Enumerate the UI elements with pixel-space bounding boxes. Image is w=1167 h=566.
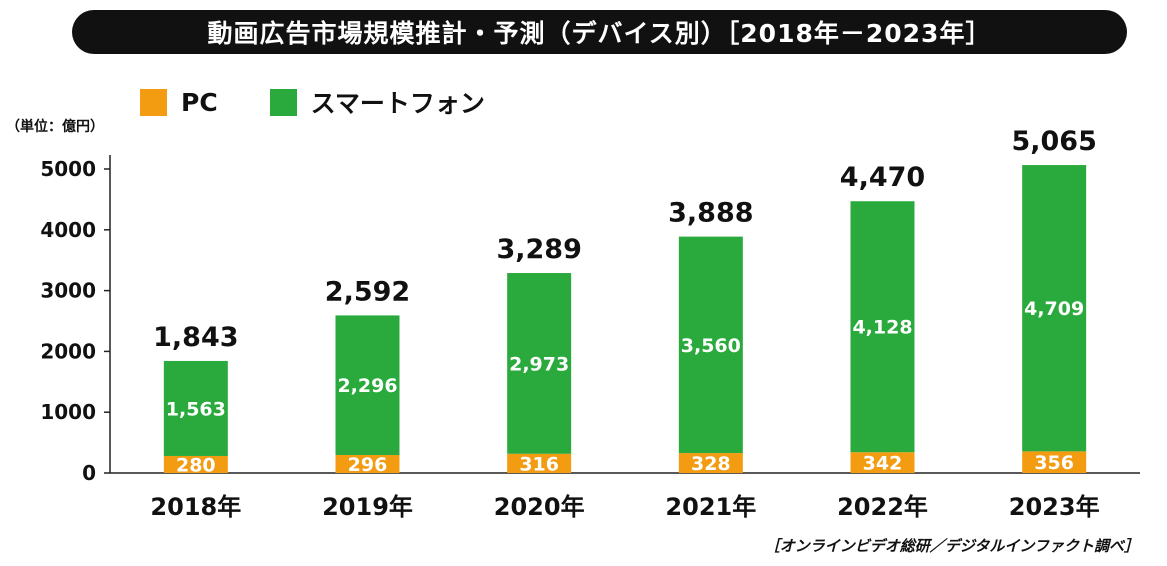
x-tick-label: 2018年 xyxy=(150,493,241,521)
legend-label-pc: PC xyxy=(181,87,218,117)
bar-smartphone xyxy=(678,236,743,454)
bar-smartphone xyxy=(335,315,400,456)
data-label-total: 4,470 xyxy=(840,162,925,193)
bar-smartphone xyxy=(850,201,915,453)
bar-smartphone xyxy=(1022,165,1087,452)
x-tick-label: 2023年 xyxy=(1009,493,1100,521)
y-tick-label: 4000 xyxy=(40,218,96,242)
bar-smartphone xyxy=(163,360,228,456)
x-tick-label: 2019年 xyxy=(322,493,413,521)
data-label-smartphone: 1,563 xyxy=(166,398,226,420)
data-label-smartphone: 4,709 xyxy=(1024,298,1084,320)
legend-item-smartphone: スマートフォン xyxy=(269,84,485,120)
data-label-pc: 356 xyxy=(1034,452,1074,474)
data-label-pc: 316 xyxy=(519,453,559,475)
y-tick-label: 1000 xyxy=(40,400,96,424)
data-label-total: 3,289 xyxy=(496,234,581,265)
y-tick-label: 0 xyxy=(82,461,96,485)
bar-smartphone xyxy=(507,273,572,454)
legend: PC スマートフォン xyxy=(140,84,537,120)
x-tick-label: 2020年 xyxy=(494,493,585,521)
x-tick-label: 2022年 xyxy=(837,493,928,521)
y-tick-label: 3000 xyxy=(40,279,96,303)
data-label-smartphone: 2,296 xyxy=(337,375,397,397)
bar-pc xyxy=(335,455,400,473)
data-label-smartphone: 4,128 xyxy=(852,317,912,339)
data-label-smartphone: 3,560 xyxy=(681,335,741,357)
data-label-smartphone: 2,973 xyxy=(509,353,569,375)
bar-pc xyxy=(507,453,572,473)
legend-label-smartphone: スマートフォン xyxy=(310,89,485,118)
legend-item-pc: PC xyxy=(140,88,218,117)
x-tick-label: 2021年 xyxy=(665,493,756,521)
data-label-total: 1,843 xyxy=(153,322,238,353)
bar-pc xyxy=(850,452,915,473)
data-label-pc: 296 xyxy=(348,454,388,476)
legend-swatch-pc xyxy=(140,88,167,116)
source-note: ［オンラインビデオ総研／デジタルインファクト調べ］ xyxy=(764,537,1139,555)
bar-pc xyxy=(1022,451,1087,473)
chart-title: 動画広告市場規模推計・予測（デバイス別）［2018年－2023年］ xyxy=(72,10,1127,54)
data-label-total: 2,592 xyxy=(325,276,410,307)
data-label-total: 3,888 xyxy=(668,198,753,229)
data-label-total: 5,065 xyxy=(1011,126,1096,157)
data-label-pc: 328 xyxy=(691,453,731,475)
bar-pc xyxy=(678,453,743,473)
y-tick-label: 2000 xyxy=(40,339,96,363)
unit-label: （単位：億円） xyxy=(6,119,104,135)
legend-swatch-smartphone xyxy=(269,88,297,116)
data-label-pc: 280 xyxy=(176,454,216,476)
y-tick-label: 5000 xyxy=(40,157,96,181)
bar-pc xyxy=(163,455,228,473)
data-label-pc: 342 xyxy=(863,453,903,475)
